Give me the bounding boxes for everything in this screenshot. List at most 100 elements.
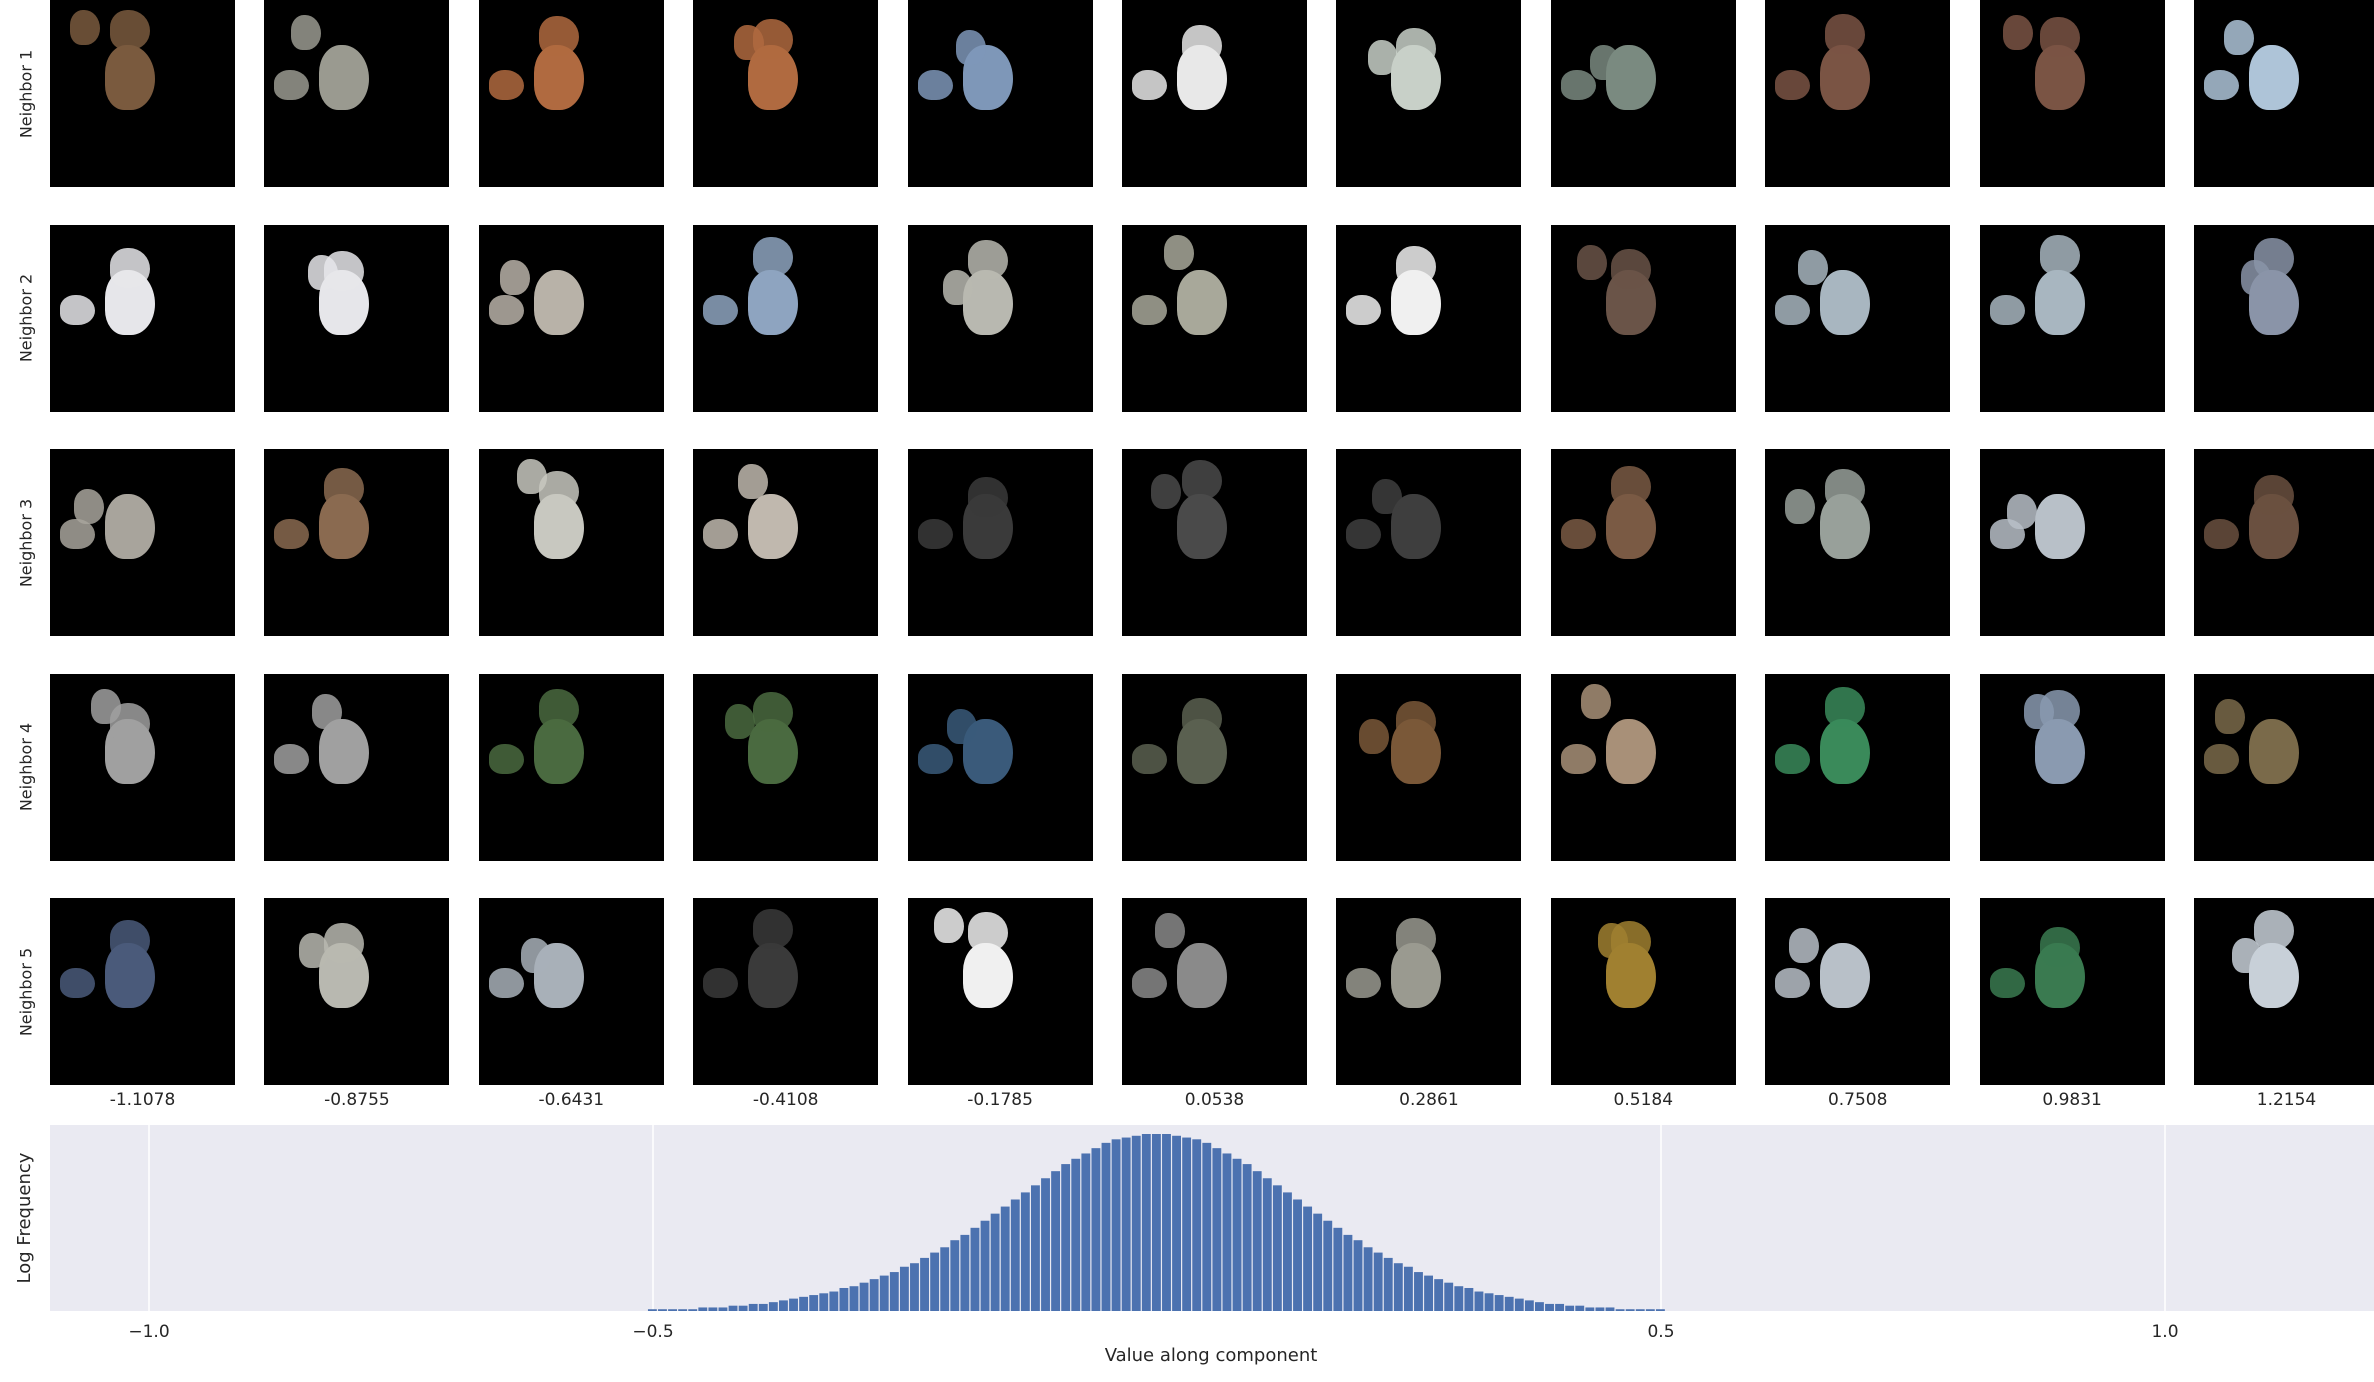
image-region <box>967 239 1008 280</box>
histogram-bar <box>920 1257 929 1311</box>
image-region <box>110 920 150 961</box>
image-patch <box>908 0 1013 110</box>
histogram-bar <box>1524 1300 1534 1311</box>
image-patch <box>1551 674 1656 784</box>
image-region <box>1789 928 1820 964</box>
image-region <box>917 519 953 550</box>
histogram-bar <box>1283 1192 1292 1311</box>
histogram-bar <box>970 1227 980 1311</box>
histogram-bar <box>1202 1142 1212 1311</box>
image-patch <box>908 225 1013 335</box>
histogram-bar <box>1403 1266 1413 1311</box>
image-patch <box>693 898 799 1009</box>
image-region <box>703 968 739 999</box>
image-region <box>1177 269 1227 335</box>
image-region <box>291 15 322 50</box>
image-patch <box>1980 674 2085 784</box>
image-region <box>110 10 150 50</box>
neighbor-image <box>1979 898 2165 1086</box>
histogram-bar <box>1252 1171 1262 1311</box>
image-patch <box>264 674 370 784</box>
neighbor-image <box>1765 449 1951 637</box>
image-region <box>933 908 964 944</box>
neighbor-image <box>478 673 664 861</box>
histogram-bar <box>849 1286 859 1311</box>
image-region <box>2204 743 2239 774</box>
neighbor-image <box>2194 673 2374 861</box>
image-region <box>274 519 310 550</box>
image-patch <box>1122 449 1227 560</box>
image-region <box>1820 269 1871 335</box>
neighbor-image <box>1550 898 1736 1086</box>
image-region <box>955 30 986 65</box>
histogram-bar <box>1504 1296 1514 1311</box>
image-region <box>319 718 370 784</box>
histogram-bar <box>1121 1137 1131 1311</box>
image-region <box>1610 248 1651 289</box>
image-region <box>753 691 794 732</box>
image-region <box>1610 921 1651 962</box>
histogram-bar <box>1545 1303 1554 1311</box>
histogram-bar <box>1605 1307 1615 1311</box>
image-region <box>1132 968 1167 999</box>
plot-area <box>50 1125 2374 1311</box>
x-tick-label: −1.0 <box>128 1322 169 1342</box>
image-region <box>488 968 524 999</box>
image-region <box>1825 686 1866 727</box>
image-patch <box>908 674 1013 784</box>
image-region <box>1775 70 1811 100</box>
neighbor-image <box>1979 224 2165 412</box>
image-region <box>1164 234 1194 270</box>
histogram-bar <box>1625 1309 1635 1311</box>
neighbor-image <box>1336 449 1522 637</box>
histogram-bar <box>1514 1298 1524 1311</box>
neighbor-image <box>1336 673 1522 861</box>
image-patch <box>264 0 370 110</box>
histogram-bar <box>819 1293 829 1311</box>
column-value-label: 1.2154 <box>2256 1090 2317 1110</box>
image-patch <box>693 0 799 110</box>
neighbor-image <box>1765 898 1951 1086</box>
image-region <box>1182 697 1222 738</box>
histogram-bar <box>1172 1135 1181 1311</box>
histogram-bar <box>950 1240 960 1311</box>
histogram-bar <box>1474 1291 1484 1311</box>
neighbor-image <box>693 449 879 637</box>
image-region <box>110 702 150 743</box>
image-region <box>967 912 1008 953</box>
image-region <box>324 468 365 509</box>
image-patch <box>1551 898 1656 1009</box>
image-patch <box>1122 225 1227 335</box>
histogram-bar <box>1323 1220 1333 1311</box>
histogram-bar <box>1000 1206 1010 1311</box>
image-region <box>312 693 343 729</box>
image-patch <box>1336 898 1442 1009</box>
histogram-bar <box>1272 1185 1282 1311</box>
histogram-bar <box>829 1291 839 1311</box>
histogram-bar <box>728 1305 738 1311</box>
image-region <box>753 19 794 59</box>
image-region <box>2034 494 2085 560</box>
image-region <box>2254 237 2294 278</box>
histogram-bar <box>1212 1148 1222 1311</box>
neighbor-image <box>1122 449 1307 637</box>
image-region <box>488 743 524 774</box>
image-patch <box>479 0 584 110</box>
neighbor-image <box>907 224 1093 412</box>
image-region <box>74 489 104 525</box>
neighbor-image <box>264 449 450 637</box>
histogram-bar <box>779 1300 788 1311</box>
image-patch <box>479 225 584 335</box>
neighbor-image <box>50 0 235 187</box>
image-region <box>1396 700 1437 741</box>
image-region <box>2249 718 2299 784</box>
image-region <box>1396 918 1437 959</box>
histogram-bar <box>1141 1134 1151 1311</box>
image-patch <box>1765 674 1871 784</box>
neighbor-image <box>2194 224 2374 412</box>
histogram-bar <box>1575 1305 1585 1311</box>
image-region <box>1610 466 1651 507</box>
image-patch <box>1551 449 1656 560</box>
histogram-bar <box>718 1307 728 1311</box>
histogram-bar <box>910 1263 919 1311</box>
